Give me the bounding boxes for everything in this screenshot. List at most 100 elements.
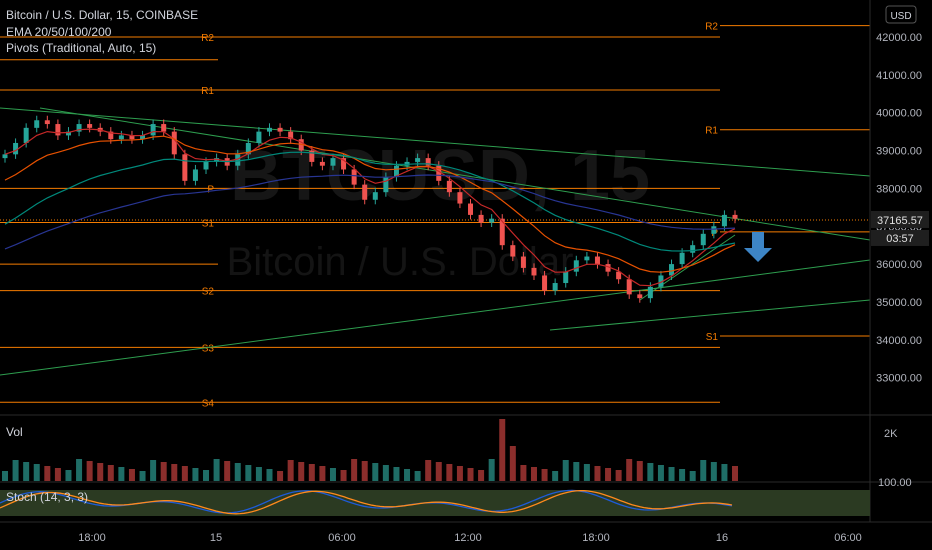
volume-bar (234, 463, 241, 481)
volume-bar (33, 464, 40, 481)
volume-bar (160, 462, 167, 481)
volume-bar (287, 460, 294, 481)
volume-bar (23, 462, 30, 481)
candle (594, 256, 600, 265)
volume-bar (732, 466, 738, 481)
arrow-down-icon[interactable] (744, 232, 772, 262)
volume-bar (277, 471, 284, 481)
volume-bar (308, 464, 315, 481)
currency-button[interactable] (885, 5, 917, 24)
candle (118, 135, 124, 140)
arrow-down-shape (744, 232, 772, 262)
volume-bar (361, 461, 368, 481)
trendline-3[interactable] (549, 299, 871, 331)
ema-100-line (4, 151, 736, 252)
volume-bar (636, 461, 643, 481)
volume-pane-label[interactable]: Vol (6, 425, 23, 439)
volume-bar (435, 462, 442, 481)
candle (711, 226, 717, 234)
volume-bar (615, 470, 622, 481)
indicator-ema-label[interactable]: EMA 20/50/100/200 (6, 25, 112, 39)
candle (161, 124, 167, 132)
time-axis-label: 18:00 (582, 532, 610, 544)
volume-bar (192, 468, 199, 481)
price-axis-label: 38000.00 (876, 183, 922, 195)
candle (2, 154, 8, 159)
candle (531, 267, 537, 276)
volume-bar (12, 460, 19, 481)
time-axis-label: 06:00 (834, 532, 862, 544)
volume-bar (393, 467, 400, 481)
last-price-badge (871, 210, 929, 228)
candle (256, 131, 262, 143)
candle (393, 165, 399, 178)
candle (700, 233, 706, 246)
volume-bar (44, 466, 51, 481)
candle (362, 184, 368, 200)
volume-bar (213, 459, 220, 481)
volume-bar (329, 468, 336, 481)
stoch-pane-label[interactable]: Stoch (14, 3, 3) (6, 490, 88, 504)
volume-bar (414, 471, 421, 481)
volume-bar (340, 470, 347, 481)
candle (76, 124, 82, 132)
volume-bar (382, 465, 389, 481)
candle (129, 135, 135, 140)
pivot-label-day2-s1: S1 (706, 332, 719, 343)
volume-bar (372, 463, 379, 481)
volume-bar (488, 459, 495, 481)
indicator-pivots-label[interactable]: Pivots (Traditional, Auto, 15) (6, 41, 156, 55)
countdown-badge (871, 229, 929, 246)
volume-bar (128, 469, 135, 481)
time-axis-label: 06:00 (328, 532, 356, 544)
pivot-label-s2: S2 (202, 287, 215, 298)
candle (690, 245, 696, 253)
candle (245, 142, 251, 155)
volume-bar (456, 466, 463, 481)
candle (679, 252, 685, 265)
volume-bar (425, 460, 432, 481)
symbol-title[interactable]: Bitcoin / U.S. Dollar, 15, COINBASE (6, 8, 198, 22)
volume-bar (245, 465, 252, 481)
candle (108, 131, 114, 140)
candle (573, 260, 579, 272)
ema-200-line (4, 174, 736, 250)
candle (277, 127, 283, 132)
volume-bar (668, 467, 675, 481)
time-axis-label: 16 (716, 532, 728, 544)
volume-bar (467, 468, 474, 481)
volume-bar (710, 462, 717, 481)
price-axis-label: 36000.00 (876, 259, 922, 271)
candle (372, 192, 378, 200)
candle (446, 180, 452, 193)
candle (478, 214, 484, 223)
currency-button-label[interactable]: USD (890, 11, 911, 22)
candle (616, 271, 622, 280)
candle (171, 131, 177, 155)
candle (584, 256, 590, 261)
volume-bar (541, 469, 548, 481)
volume-bar (139, 471, 146, 481)
volume-bar (86, 461, 93, 481)
candle (457, 192, 463, 204)
pivot-label-day2-r1: R1 (705, 126, 718, 137)
pivot-label-p: P (207, 184, 214, 195)
candle (351, 169, 357, 185)
pivot-label-s1: S1 (202, 218, 215, 229)
volume-bar (351, 459, 358, 481)
price-axis-label: 33000.00 (876, 373, 922, 385)
trendline-0[interactable] (0, 107, 871, 177)
candle (732, 214, 738, 219)
volume-bar (657, 465, 664, 481)
candle (65, 131, 71, 136)
volume-bar (319, 466, 326, 481)
candle (436, 165, 442, 181)
candle (341, 158, 347, 170)
candle (55, 124, 61, 136)
volume-bar (404, 469, 411, 481)
volume-bar (118, 467, 125, 481)
trendline-2[interactable] (0, 259, 871, 376)
volume-bar (298, 462, 305, 481)
